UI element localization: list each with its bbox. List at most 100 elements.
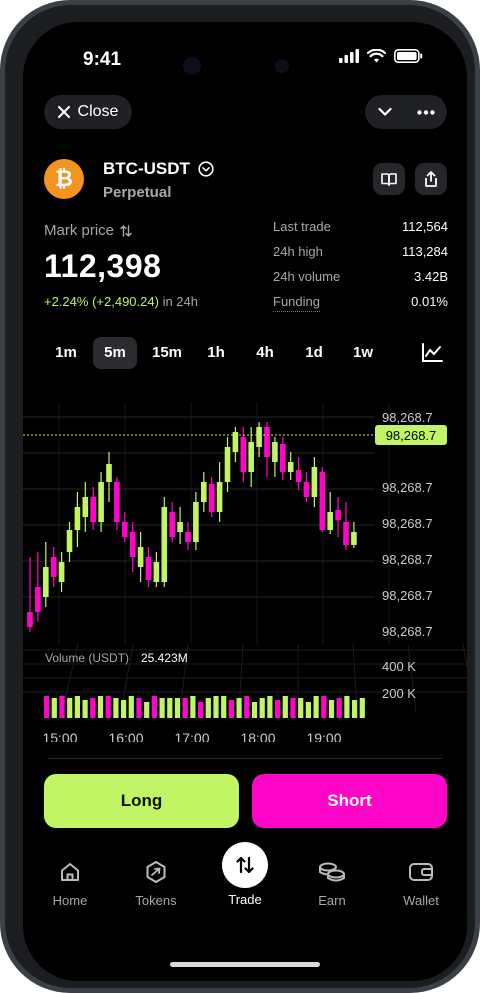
candle-body — [90, 497, 96, 522]
volume-bar — [344, 696, 350, 718]
signal-icon — [339, 49, 359, 63]
current-price-text: 98,268.7 — [386, 428, 437, 443]
volume-bar — [336, 698, 342, 718]
wifi-icon — [367, 49, 386, 63]
candle-body — [319, 472, 326, 530]
phone-bezel: 9:41 — [5, 5, 475, 988]
timeframe-4h[interactable]: 4h — [256, 344, 274, 361]
stat-value: 0.01% — [411, 294, 448, 309]
volume-axis-top: 400 K — [382, 659, 416, 674]
volume-bar — [136, 698, 142, 718]
mark-price-value: 112,398 — [44, 248, 162, 284]
timeframe-15m[interactable]: 15m — [151, 344, 183, 361]
time-axis-label: 17:00 — [174, 730, 209, 742]
timeframe-5m[interactable]: 5m — [93, 337, 137, 369]
camera-dot — [183, 57, 201, 75]
volume-bar — [182, 698, 188, 718]
tab-home[interactable]: Home — [30, 837, 110, 908]
tab-tokens[interactable]: Tokens — [116, 837, 196, 908]
trade-icon — [236, 856, 254, 874]
share-icon — [425, 171, 437, 187]
chart-type-icon[interactable] — [421, 343, 443, 363]
more-icon[interactable] — [416, 109, 435, 115]
volume-bar — [305, 702, 311, 718]
info-button[interactable] — [373, 163, 405, 195]
candle-body — [272, 442, 278, 462]
tab-earn[interactable]: Earn — [292, 837, 372, 908]
volume-bar — [236, 698, 242, 718]
price-axis: 98,268.7 98,268.7 98,268.7 98,268.7 98,268.7… — [382, 410, 433, 639]
stat-last-trade: Last trade 112,564 — [273, 219, 448, 244]
volume-bar — [251, 702, 258, 718]
volume-bar — [213, 696, 219, 718]
volume-bar — [113, 698, 119, 718]
candle-body — [256, 427, 262, 447]
change-percent: +2.24% — [44, 294, 89, 309]
candle-body — [106, 464, 112, 482]
volume-bar — [174, 698, 181, 718]
wallet-icon — [409, 863, 433, 881]
mark-price-label: Mark price — [44, 222, 115, 239]
change-absolute: (+2,490.24) — [92, 294, 159, 309]
short-button[interactable]: Short — [252, 774, 447, 828]
time-axis-label: 19:00 — [306, 730, 341, 742]
stat-value: 112,564 — [401, 219, 448, 234]
candle-body — [66, 530, 73, 552]
volume-bar — [282, 696, 288, 718]
candle-body — [185, 532, 191, 542]
candle-body — [264, 427, 270, 457]
stat-funding[interactable]: Funding 0.01% — [273, 294, 448, 319]
candle-body — [208, 484, 215, 512]
long-button[interactable]: Long — [44, 774, 239, 828]
candle-body — [122, 522, 128, 537]
volume-label: Volume (USDT) — [45, 651, 129, 665]
book-icon — [381, 173, 397, 186]
timeframe-1d[interactable]: 1d — [305, 344, 323, 361]
volume-bar — [67, 698, 73, 718]
candle-body — [327, 512, 333, 530]
candle-body — [216, 482, 223, 512]
volume-axis-bottom: 200 K — [382, 686, 416, 701]
volume-bar — [221, 696, 227, 718]
timeframe-1m[interactable]: 1m — [55, 344, 77, 361]
coins-icon — [319, 862, 345, 882]
volume-bar — [44, 696, 50, 718]
price-change: +2.24% (+2,490.24) in 24h — [44, 294, 198, 309]
pair-selector[interactable]: BTC-USDT — [103, 159, 214, 179]
candle-body — [58, 562, 65, 582]
candle-body — [311, 467, 318, 497]
mark-price-toggle[interactable]: Mark price — [44, 222, 132, 239]
candle-body — [43, 567, 49, 597]
volume-bar — [82, 700, 88, 718]
close-button[interactable]: Close — [44, 95, 132, 129]
candle-body — [351, 532, 357, 545]
volume-bar — [159, 698, 165, 718]
status-time: 9:41 — [83, 49, 122, 70]
trade-button-circle — [222, 842, 268, 888]
contract-type: Perpetual — [103, 184, 172, 201]
volume-bar — [267, 696, 273, 718]
price-axis-label: 98,268.7 — [382, 588, 433, 603]
dynamic-island — [183, 57, 303, 87]
volume-bar — [128, 696, 134, 718]
timeframe-1w[interactable]: 1w — [352, 344, 373, 361]
share-button[interactable] — [415, 163, 447, 195]
tab-label: Trade — [228, 892, 262, 907]
chevron-down-icon[interactable] — [377, 107, 392, 117]
pair-name: BTC-USDT — [103, 159, 190, 178]
close-icon — [57, 106, 70, 118]
tab-wallet[interactable]: Wallet — [381, 837, 461, 908]
volume-bar — [51, 698, 57, 718]
candlestick-chart[interactable]: 98,268.7 98,268.798,268.798,268.798,268.… — [23, 382, 467, 742]
candle-body — [240, 437, 247, 472]
candle-body — [137, 547, 144, 567]
candle-body — [335, 510, 341, 520]
stat-value: 3.42B — [414, 269, 448, 284]
candle-body — [280, 444, 286, 472]
candle-body — [98, 482, 104, 522]
screen: 9:41 — [23, 22, 467, 981]
timeframe-1h[interactable]: 1h — [207, 344, 225, 361]
swap-vertical-icon — [120, 224, 132, 237]
volume-bar — [290, 698, 296, 718]
tab-trade[interactable]: Trade — [205, 837, 285, 907]
